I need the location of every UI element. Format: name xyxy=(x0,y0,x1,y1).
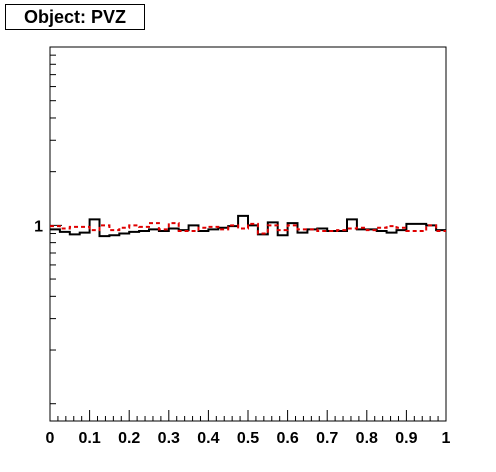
tick-labels: 0 0.1 0.2 0.3 0.4 0.5 0.6 0.7 0.8 0.9 1 1 xyxy=(34,218,450,447)
x-tick-label: 0.7 xyxy=(316,430,338,447)
x-tick-label: 0 xyxy=(46,430,55,447)
series-dashed-red xyxy=(50,222,446,235)
x-tick-label: 0.2 xyxy=(118,430,140,447)
chart-title: Object: PVZ xyxy=(5,4,145,30)
series-solid-black xyxy=(50,214,446,238)
x-tick-label: 0.4 xyxy=(197,430,219,447)
series-layer xyxy=(50,214,446,238)
x-tick-label: 0.9 xyxy=(395,430,417,447)
axis-ticks xyxy=(49,54,447,421)
x-tick-label: 0.5 xyxy=(237,430,259,447)
x-tick-label: 0.1 xyxy=(78,430,100,447)
y-tick-label: 1 xyxy=(34,218,43,235)
x-tick-label: 0.6 xyxy=(276,430,298,447)
x-tick-label: 0.8 xyxy=(356,430,378,447)
x-tick-label: 1 xyxy=(442,430,451,447)
plot-frame xyxy=(49,46,447,422)
x-tick-label: 0.3 xyxy=(158,430,180,447)
